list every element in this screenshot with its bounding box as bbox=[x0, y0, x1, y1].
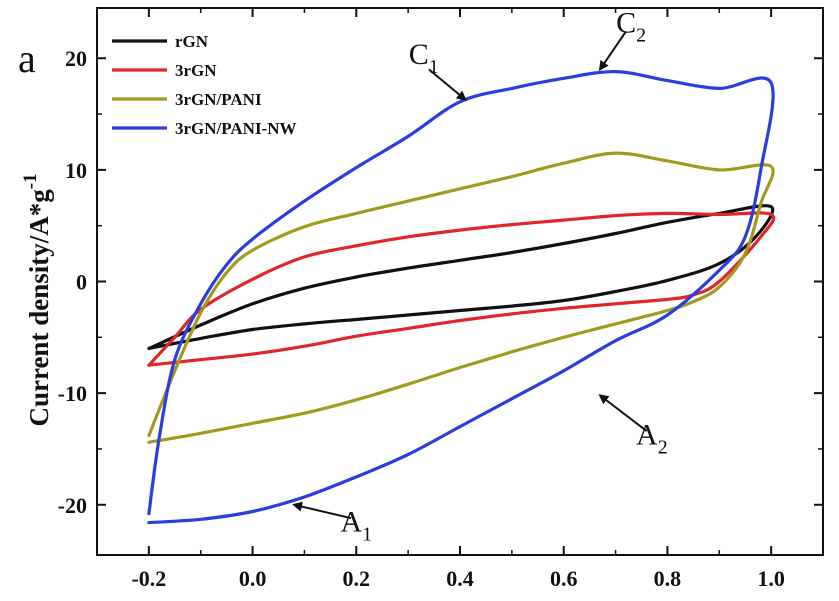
panel-label: a bbox=[18, 36, 36, 81]
x-tick-label: 1.0 bbox=[757, 566, 785, 591]
x-tick-label: 0.4 bbox=[446, 566, 474, 591]
series-line-3rgn-pani-nw bbox=[147, 69, 775, 525]
y-axis-label-text: Current density/A*g bbox=[24, 189, 54, 427]
y-tick-label: 10 bbox=[65, 158, 87, 183]
annotation-arrow bbox=[598, 394, 648, 432]
y-axis-label-exponent: -1 bbox=[20, 173, 41, 189]
legend-label: 3rGN/PANI bbox=[175, 90, 262, 109]
x-tick-label: 0.8 bbox=[654, 566, 682, 591]
annotation-arrow bbox=[598, 30, 627, 72]
y-tick-label: -20 bbox=[58, 493, 87, 518]
legend-label: 3rGN/PANI-NW bbox=[175, 119, 297, 138]
y-tick-label: 20 bbox=[65, 46, 87, 71]
x-tick-label: 0.2 bbox=[343, 566, 371, 591]
series-curves bbox=[147, 69, 776, 525]
svg-text:Current density/A*g-1: Current density/A*g-1 bbox=[20, 173, 54, 426]
x-tick-label: -0.2 bbox=[131, 566, 166, 591]
annotation-label: C1 bbox=[409, 38, 439, 78]
legend-label: 3rGN bbox=[175, 61, 217, 80]
y-tick-label: -10 bbox=[58, 381, 87, 406]
annotation-label: C2 bbox=[616, 7, 646, 47]
annotation-arrow bbox=[292, 501, 352, 520]
annotation-label: A2 bbox=[636, 418, 668, 458]
peak-annotations: C1 C2 A1 A2 bbox=[292, 7, 668, 546]
y-axis-label: Current density/A*g-1 bbox=[20, 173, 54, 426]
series-line-rgn bbox=[147, 204, 775, 351]
legend-label: rGN bbox=[175, 32, 209, 51]
y-tick-label: 0 bbox=[76, 270, 87, 295]
axis-ticks: -0.2 0.0 0.2 0.4 0.6 0.8 1.0 -20 -10 0 10 20 bbox=[58, 8, 824, 591]
legend: rGN 3rGN 3rGN/PANI 3rGN/PANI-NW bbox=[112, 32, 297, 138]
annotation-arrow bbox=[428, 68, 467, 101]
annotation-label: A1 bbox=[340, 506, 372, 546]
series-line-3rgn-pani bbox=[147, 151, 775, 444]
x-tick-label: 0.0 bbox=[239, 566, 267, 591]
x-tick-label: 0.6 bbox=[550, 566, 578, 591]
series-line-3rgn bbox=[147, 211, 776, 367]
